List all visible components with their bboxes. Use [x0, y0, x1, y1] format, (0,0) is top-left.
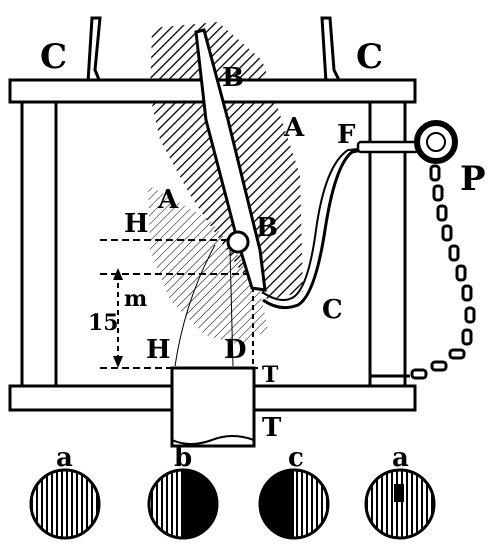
label-h-upper: H: [124, 209, 149, 239]
left-side-post: [20, 100, 58, 388]
circle-label-2: b: [174, 443, 192, 473]
circle-c: [258, 468, 330, 540]
pipe-t: [170, 366, 256, 448]
label-c-right: C: [356, 37, 383, 77]
label-b-upper: B: [222, 63, 244, 93]
label-c-left: C: [40, 37, 67, 77]
label-b-lower: B: [256, 213, 278, 243]
chain: [410, 164, 476, 380]
bracket-f: [356, 140, 420, 154]
label-a-left: A: [157, 185, 179, 215]
label-15: 15: [88, 310, 119, 336]
circle-label-4: a: [392, 443, 409, 473]
label-a-upper: A: [283, 113, 305, 143]
label-d: D: [224, 335, 247, 365]
pivot-bolt: [226, 230, 250, 254]
label-p: P: [460, 159, 486, 199]
circle-a-1: [29, 468, 101, 540]
wire-curve-f: [262, 148, 363, 310]
label-f: F: [337, 120, 356, 150]
circle-b: [147, 468, 219, 540]
right-post: [320, 16, 343, 84]
circle-label-1: a: [56, 443, 73, 473]
label-t-large: T: [262, 413, 282, 443]
circle-a-2: [364, 468, 436, 540]
label-m: m: [124, 286, 147, 312]
slider-blade-b: [194, 28, 267, 292]
shadow-region-lower: [148, 185, 268, 345]
label-t-small: T: [262, 362, 279, 388]
left-post: [86, 16, 103, 84]
circle-label-3: c: [288, 443, 304, 473]
label-c-curve: C: [322, 295, 343, 325]
label-h-lower: H: [146, 335, 171, 365]
